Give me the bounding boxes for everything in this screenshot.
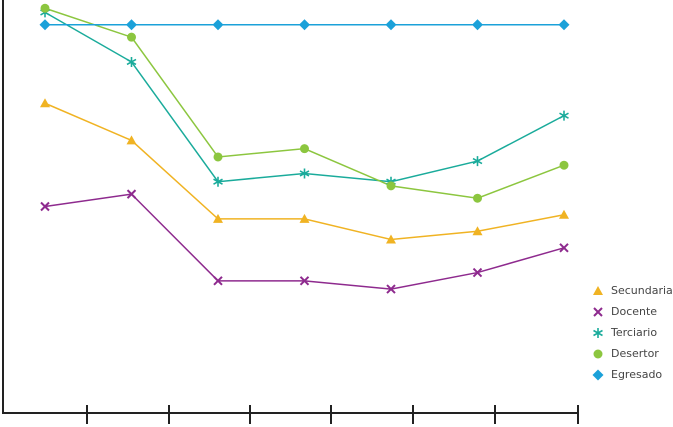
legend-label: Secundaria bbox=[611, 284, 673, 297]
marker bbox=[559, 209, 569, 219]
marker bbox=[39, 19, 51, 31]
marker bbox=[473, 193, 482, 203]
marker bbox=[472, 267, 483, 278]
marker bbox=[559, 110, 569, 121]
marker bbox=[385, 19, 397, 31]
marker bbox=[472, 19, 483, 31]
legend-label: Terciario bbox=[610, 326, 657, 339]
legend-label: Egresado bbox=[611, 368, 662, 381]
marker bbox=[40, 201, 50, 212]
marker bbox=[559, 243, 569, 253]
marker bbox=[299, 276, 310, 286]
marker bbox=[127, 32, 136, 42]
marker bbox=[299, 213, 310, 223]
series-line bbox=[44, 193, 565, 290]
marker bbox=[126, 19, 137, 31]
marker bbox=[300, 144, 309, 154]
marker bbox=[559, 160, 569, 170]
marker bbox=[126, 189, 137, 199]
axes bbox=[2, 0, 579, 424]
marker bbox=[213, 213, 223, 223]
legend-label: Desertor bbox=[611, 347, 659, 360]
marker bbox=[558, 19, 570, 31]
marker bbox=[213, 276, 223, 286]
marker bbox=[386, 284, 396, 294]
marker bbox=[40, 3, 50, 13]
marker bbox=[593, 307, 603, 317]
marker bbox=[126, 56, 137, 67]
marker bbox=[213, 152, 223, 162]
series-line bbox=[44, 11, 565, 183]
marker bbox=[299, 168, 310, 179]
marker bbox=[592, 369, 604, 381]
legend-label: Docente bbox=[611, 305, 657, 318]
marker bbox=[386, 234, 396, 244]
marker bbox=[593, 286, 603, 295]
marker bbox=[386, 181, 396, 191]
marker bbox=[40, 98, 50, 108]
marker bbox=[472, 226, 483, 236]
marker bbox=[213, 176, 223, 187]
marker bbox=[212, 19, 224, 31]
marker bbox=[472, 156, 483, 167]
marker bbox=[299, 19, 310, 31]
marker bbox=[593, 349, 603, 359]
marker bbox=[126, 135, 137, 145]
marker bbox=[593, 328, 603, 338]
